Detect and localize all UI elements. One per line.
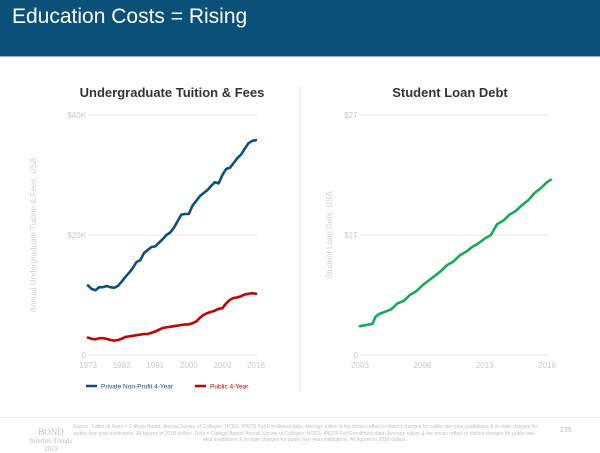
legend-public: Public 4-Year — [195, 384, 249, 391]
series-line-public-4-year — [86, 291, 258, 342]
y-tick-label: $2T — [344, 111, 358, 120]
x-tick-label: 2003 — [351, 361, 369, 370]
y-axis-label: Student Loan Debt, USA — [325, 191, 334, 279]
page-number: 235 — [560, 427, 572, 434]
legend-private: Private Non-Profit 4-Year — [86, 384, 174, 391]
slide-title: Education Costs = Rising — [12, 5, 248, 28]
chart-title: Student Loan Debt — [392, 85, 508, 100]
logo-subtitle: Internet Trends — [29, 437, 73, 445]
x-tick-label: 1982 — [113, 361, 131, 370]
x-tick-label: 2009 — [214, 361, 232, 370]
chart-title: Undergraduate Tuition & Fees — [80, 85, 265, 100]
tuition-chart: Undergraduate Tuition & Fees 0 $20K $40K 197… — [29, 85, 265, 391]
y-tick-label: $1T — [344, 231, 358, 240]
y-axis-label: Annual Undergraduate Tuition & Fees, USA — [29, 157, 38, 312]
x-tick-label: 2018 — [538, 361, 556, 370]
logo-year: 2019 — [44, 445, 58, 453]
x-tick-label: 2008 — [413, 361, 431, 370]
slide-header: Education Costs = Rising — [0, 0, 600, 57]
footer-divider — [0, 417, 600, 418]
source-note: Source: Tuition & Fees = College Board, … — [72, 424, 538, 443]
legend-label: Public 4-Year — [210, 384, 249, 391]
bond-logo: BOND Internet Trends 2019 — [28, 427, 74, 453]
series-line-private-non-profit-4-year — [86, 138, 258, 292]
y-tick-label: $40K — [67, 111, 86, 120]
y-tick-label: 0 — [82, 351, 87, 360]
series-line-student-loan-debt — [358, 178, 553, 328]
logo-name: BOND — [38, 427, 64, 437]
x-tick-label: 1991 — [146, 361, 164, 370]
x-tick-label: 2000 — [180, 361, 198, 370]
y-tick-label: $20K — [67, 231, 86, 240]
loan-debt-chart: Student Loan Debt 0 $1T $2T 2003 2008 2013 2018… — [325, 85, 556, 370]
x-tick-label: 2018 — [247, 361, 265, 370]
legend-label: Private Non-Profit 4-Year — [101, 384, 174, 391]
x-tick-label: 1973 — [79, 361, 97, 370]
y-tick-label: 0 — [354, 351, 359, 360]
x-tick-label: 2013 — [476, 361, 494, 370]
